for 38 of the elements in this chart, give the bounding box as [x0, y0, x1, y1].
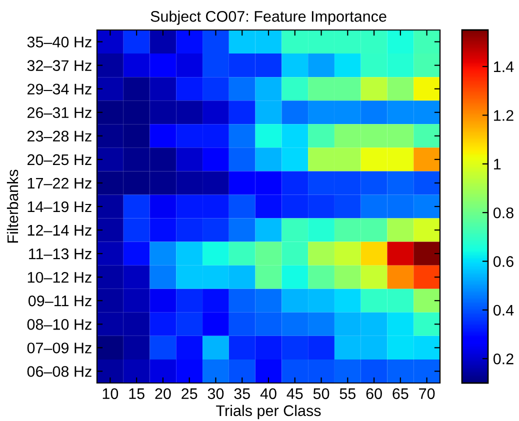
- x-tick-label: 70: [419, 388, 435, 400]
- x-tick-label: 15: [129, 388, 144, 400]
- color-bar-label: 1.4: [494, 62, 514, 72]
- color-bar-label: 1: [494, 158, 501, 170]
- y-tick-label: 17–22 Hz: [28, 178, 92, 188]
- x-tick-label: 60: [366, 388, 382, 400]
- y-tick-label: 26–31 Hz: [28, 107, 92, 118]
- y-axis-title: Filterbanks: [6, 170, 18, 243]
- y-tick-label: 06–08 Hz: [27, 366, 92, 377]
- y-tick-label: 14–19 Hz: [28, 201, 92, 212]
- chart-title: Subject CO07: Feature Importance: [150, 10, 386, 25]
- y-tick-label: 35–40 Hz: [27, 36, 92, 48]
- y-tick-label: 07–09 Hz: [27, 342, 92, 354]
- x-tick-label: 55: [340, 388, 356, 400]
- x-axis-title: Trials per Class: [216, 404, 321, 420]
- x-tick-label: 35: [234, 388, 250, 400]
- x-tick-label: 65: [392, 388, 408, 400]
- y-tick-label: 29–34 Hz: [28, 84, 92, 95]
- y-tick-label: 11–13 Hz: [29, 248, 92, 260]
- y-tick-label: 20–25 Hz: [28, 154, 92, 166]
- y-tick-label: 10–12 Hz: [28, 272, 92, 283]
- x-tick-label: 45: [286, 388, 303, 400]
- x-tick-label: 20: [155, 388, 171, 400]
- x-tick-label: 10: [102, 388, 118, 400]
- color-bar-label: 0.4: [493, 304, 514, 316]
- y-tick-label: 12–14 Hz: [28, 224, 92, 236]
- x-tick-label: 25: [182, 388, 198, 400]
- x-tick-label: 50: [313, 388, 330, 400]
- y-tick-label: 09–11 Hz: [28, 296, 92, 306]
- y-tick-label: 08–10 Hz: [27, 319, 92, 330]
- x-tick-label: 30: [208, 388, 224, 400]
- color-bar-label: 0.8: [493, 207, 514, 218]
- x-tick-label: 40: [260, 388, 276, 400]
- color-bar-label: 0.6: [493, 256, 514, 267]
- color-bar-label: 0.2: [493, 354, 514, 364]
- color-bar-label: 1.2: [494, 110, 514, 121]
- y-tick-label: 23–28 Hz: [28, 130, 92, 142]
- y-tick-label: 32–37 Hz: [27, 60, 92, 71]
